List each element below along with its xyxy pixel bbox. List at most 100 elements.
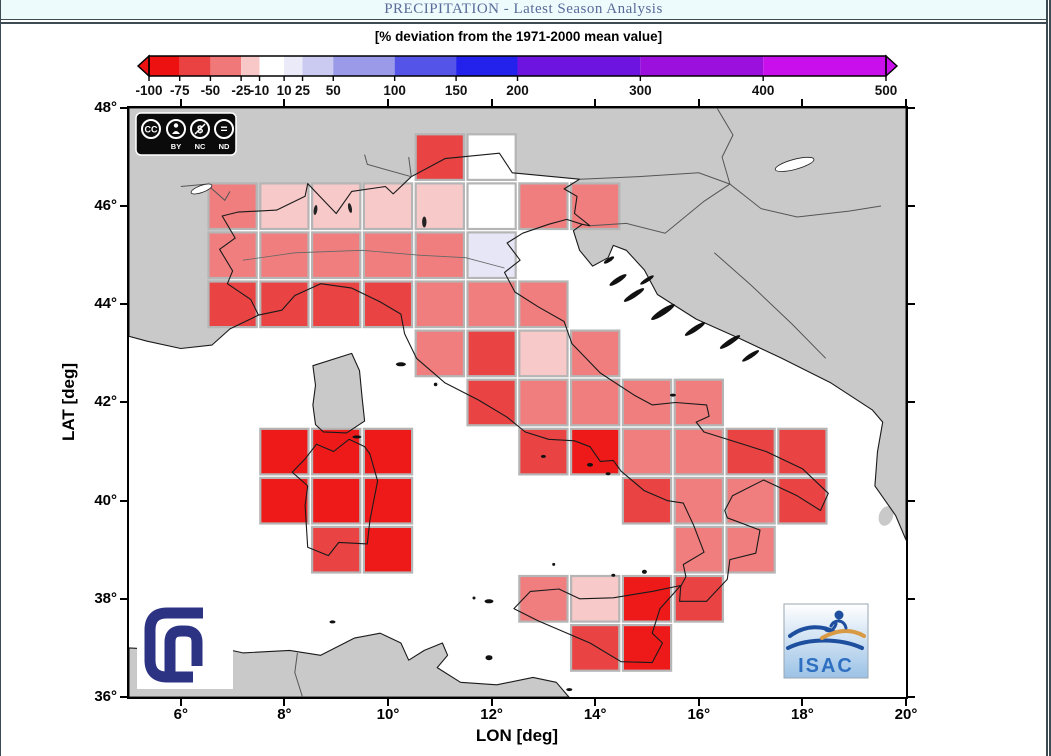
lon-tick — [387, 699, 389, 706]
grid-cell — [466, 329, 517, 378]
header-divider — [1, 22, 1046, 24]
lat-tick-right — [908, 597, 915, 600]
svg-text:CC: CC — [145, 125, 158, 135]
colorbar-segment — [259, 56, 285, 76]
lon-tick — [801, 699, 804, 706]
grid-cell — [259, 476, 310, 525]
lat-tick — [120, 499, 127, 502]
colorbar-segment — [333, 56, 395, 76]
cc-license-badge[interactable]: CC $ = BY NC ND — [135, 112, 237, 156]
grid-cell — [518, 378, 569, 427]
lon-tick-top — [179, 99, 182, 106]
lat-tick-label: 44° — [94, 295, 117, 313]
small-islands — [329, 256, 760, 692]
colorbar-tick-label: 50 — [326, 83, 341, 98]
grid-cell — [362, 525, 414, 574]
colorbar-left-arrow — [136, 54, 150, 78]
svg-text:=: = — [220, 122, 227, 136]
colorbar-segment — [302, 56, 334, 76]
isac-logo[interactable]: ISAC — [783, 603, 869, 679]
lat-tick-right — [908, 695, 915, 698]
colorbar-segment — [210, 56, 242, 76]
grid-cell — [621, 623, 673, 672]
sicily-coastline — [513, 584, 682, 664]
grid-cell — [259, 427, 310, 476]
grid-cell — [311, 280, 362, 329]
lon-axis-title: LON [deg] — [475, 726, 559, 745]
lon-tick-top — [283, 99, 286, 106]
lat-tick — [120, 303, 127, 306]
colorbar-segment — [284, 56, 303, 76]
lon-tick-top — [594, 99, 597, 106]
figure-icon — [829, 619, 848, 630]
lon-tick-label: 18° — [791, 706, 814, 723]
grid-cell — [311, 476, 362, 525]
lat-tick-right — [908, 205, 915, 208]
lakes — [190, 156, 815, 228]
lat-tick — [120, 205, 127, 208]
grid-cell — [725, 525, 776, 574]
grid-cell — [777, 476, 828, 525]
lon-tick-top — [697, 99, 700, 106]
colorbar-tick-label: 200 — [506, 83, 529, 98]
grid-cell — [777, 427, 828, 476]
lat-tick-right — [908, 303, 915, 306]
lon-tick-label: 16° — [687, 706, 711, 723]
grid-cell — [311, 427, 362, 476]
colorbar-segment — [640, 56, 764, 76]
lat-tick-right — [908, 499, 915, 502]
orange-wave-icon — [820, 629, 866, 640]
lat-tick — [120, 695, 127, 698]
cc-by-icon — [166, 119, 186, 139]
colorbar-segment — [149, 56, 180, 76]
colorbar-tick-label: -25 — [231, 83, 251, 98]
grid-cell — [466, 133, 517, 181]
svg-text:ISAC: ISAC — [798, 655, 854, 677]
colorbar-tick-label: 400 — [752, 83, 775, 98]
colorbar-tick-label: -100 — [135, 83, 162, 98]
lat-tick-right — [908, 401, 915, 404]
grid-cell — [466, 280, 517, 329]
grid-cell — [362, 280, 414, 329]
grid-cell — [466, 231, 517, 280]
grid-cell — [311, 525, 362, 574]
grid-cell — [311, 231, 362, 280]
grid-cell — [207, 280, 258, 329]
colorbar-tick-label: 100 — [383, 83, 406, 98]
grid-cell — [725, 476, 776, 525]
colorbar-tick-label: -10 — [250, 83, 270, 98]
lon-tick — [179, 699, 182, 706]
lon-tick-label: 14° — [583, 706, 607, 723]
grid-cell — [570, 427, 621, 476]
lat-tick — [120, 401, 127, 404]
lon-tick — [283, 699, 286, 706]
sardinia-coastline — [291, 438, 379, 557]
lon-tick-label: 10° — [376, 706, 400, 723]
cc-icon — [141, 119, 161, 139]
grid-cell — [518, 280, 569, 329]
svg-text:BY: BY — [171, 142, 181, 151]
map-svg: CC $ = BY NC ND — [129, 108, 906, 697]
colorbar-segment — [179, 56, 211, 76]
cc-nc-icon — [190, 119, 210, 139]
grid-cell — [570, 623, 621, 672]
svg-text:NC: NC — [195, 142, 206, 151]
italy-coastline — [258, 218, 829, 602]
lat-tick-label: 46° — [94, 197, 117, 215]
grid-cell — [570, 329, 621, 378]
colorbar-tick-label: 25 — [295, 83, 311, 98]
colorbar-segment — [456, 56, 518, 76]
grid-cell — [518, 574, 569, 623]
grid-cell — [362, 476, 414, 525]
cnr-logo[interactable] — [137, 600, 233, 689]
colorbar-tick-label: 10 — [277, 83, 292, 98]
grid-cell — [621, 574, 673, 623]
grid-cell — [259, 280, 310, 329]
coastlines — [129, 108, 906, 697]
lat-tick-label: 48° — [94, 99, 117, 116]
colorbar-segment — [517, 56, 641, 76]
lon-tick — [490, 699, 493, 706]
grid-cell — [570, 182, 621, 231]
grid-cell — [673, 574, 725, 623]
